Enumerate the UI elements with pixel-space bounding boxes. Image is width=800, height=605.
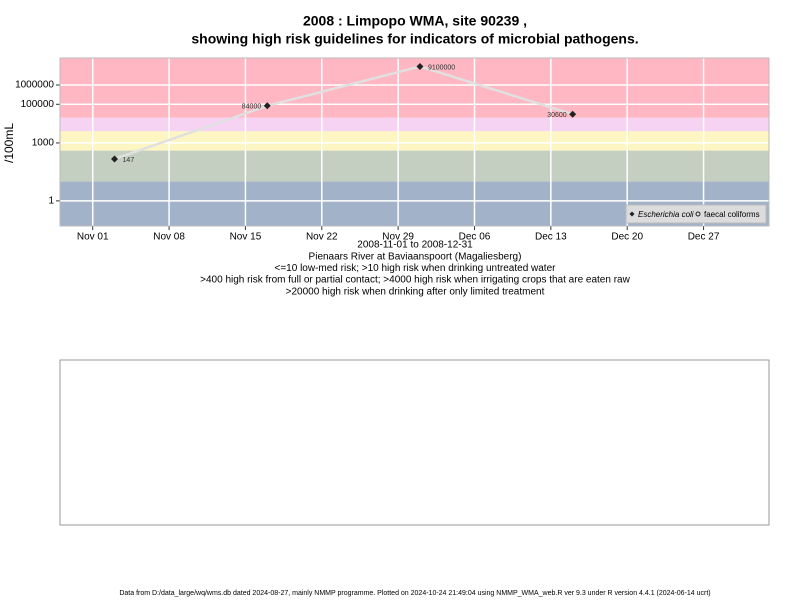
y-tick-label: 1000 xyxy=(32,138,55,149)
data-point xyxy=(569,110,577,118)
risk-band xyxy=(60,150,769,182)
legend: Escherichia coli faecal coliforms xyxy=(625,204,767,224)
subtitle: 2008-11-01 to 2008-12-31 xyxy=(357,240,473,251)
legend-marker xyxy=(695,211,701,217)
subtitle: <=10 low-med risk; >10 high risk when dr… xyxy=(275,263,557,274)
series-line xyxy=(114,65,574,161)
data-label: 30600 xyxy=(547,112,567,119)
subtitle: >400 high risk from full or partial cont… xyxy=(200,275,630,286)
x-tick-label: Dec 06 xyxy=(459,232,491,243)
risk-band xyxy=(60,117,769,132)
chart-title: 2008 : Limpopo WMA, site 90239 , xyxy=(303,13,527,29)
subtitle: >20000 high risk when drinking after onl… xyxy=(286,286,545,297)
data-label: 84000 xyxy=(242,104,262,111)
data-point xyxy=(263,102,271,110)
data-point xyxy=(111,155,119,163)
x-tick-label: Dec 20 xyxy=(611,232,643,243)
x-tick-label: Nov 01 xyxy=(77,232,109,243)
x-tick-label: Nov 08 xyxy=(153,232,185,243)
legend-label: Escherichia coli xyxy=(638,210,694,219)
y-tick-label: 100000 xyxy=(21,99,55,110)
y-axis-label: /100mL xyxy=(2,123,16,163)
data-point xyxy=(416,62,424,70)
subtitle: Pienaars River at Baviaanspoort (Magalie… xyxy=(309,251,522,262)
footer: Data from D:/data_large/wq/wms.db dated … xyxy=(119,590,710,597)
legend-marker xyxy=(629,211,635,217)
risk-band xyxy=(60,131,769,151)
x-tick-label: Nov 22 xyxy=(306,232,338,243)
x-tick-label: Nov 15 xyxy=(230,232,262,243)
y-tick-label: 1 xyxy=(48,196,54,207)
plot-frame xyxy=(59,57,770,227)
x-tick-label: Nov 29 xyxy=(382,232,414,243)
x-tick-label: Dec 13 xyxy=(535,232,567,243)
legend-label: faecal coliforms xyxy=(704,210,760,219)
chart-title: showing high risk guidelines for indicat… xyxy=(191,31,638,47)
empty-panel xyxy=(59,359,770,526)
x-tick-label: Dec 27 xyxy=(688,232,720,243)
data-label: 9100000 xyxy=(428,64,455,71)
data-label: 147 xyxy=(123,157,135,164)
y-tick-label: 1000000 xyxy=(15,80,54,91)
